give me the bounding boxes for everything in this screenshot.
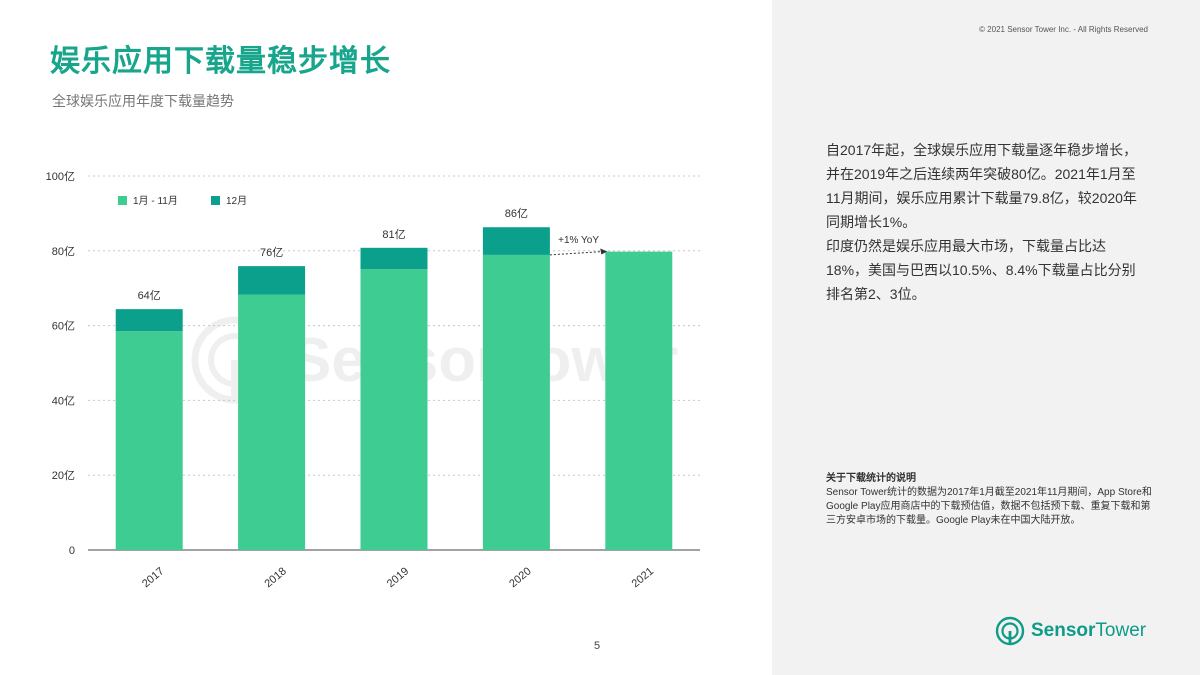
- bar-total-label: 76亿: [260, 246, 283, 259]
- x-tick-label: 2021: [630, 565, 656, 590]
- bar-jan-nov: [115, 331, 183, 550]
- x-tick-label: 2019: [385, 565, 411, 590]
- x-tick-label: 2017: [140, 565, 166, 590]
- yoy-arrow-line: [549, 251, 604, 256]
- bar-dec: [238, 266, 306, 295]
- note-title: 关于下载统计的说明: [826, 473, 916, 484]
- logo-text-regular: Tower: [1095, 620, 1147, 641]
- bar-dec: [360, 247, 428, 270]
- page-number: 5: [594, 640, 601, 652]
- bar-jan-nov: [238, 294, 306, 550]
- legend-label: 12月: [226, 195, 247, 207]
- yoy-annotation: +1% YoY: [558, 235, 599, 246]
- page-subtitle: 全球娱乐应用年度下载量趋势: [52, 93, 234, 109]
- x-tick-label: 2018: [262, 565, 288, 590]
- yoy-arrow-head: [600, 248, 608, 255]
- bar-total-label: 86亿: [505, 207, 528, 220]
- download-note: 关于下载统计的说明 Sensor Tower统计的数据为2017年1月截至202…: [826, 472, 1156, 528]
- stacked-bar-chart: 0 20亿 40亿 60亿 80亿 100亿 64亿 2017 76亿 2018 81亿 2019 86…: [46, 170, 700, 590]
- sensor-tower-logo-icon: [995, 616, 1025, 646]
- bar-total-label: 81亿: [382, 228, 405, 241]
- legend-label: 1月 - 11月: [133, 195, 178, 207]
- bar-jan-nov: [360, 269, 428, 550]
- logo-text: SensorTower: [1031, 620, 1146, 642]
- y-tick-label: 0: [69, 545, 75, 557]
- x-tick-label: 2020: [507, 565, 533, 590]
- sensor-tower-logo: SensorTower: [995, 614, 1146, 648]
- y-tick-label: 20亿: [52, 469, 75, 482]
- y-tick-label: 100亿: [46, 170, 75, 183]
- insight-text: 自2017年起，全球娱乐应用下载量逐年稳步增长，并在2019年之后连续两年突破8…: [826, 138, 1146, 306]
- insight-paragraph-2: 印度仍然是娱乐应用最大市场，下载量占比达18%，美国与巴西以10.5%、8.4%…: [826, 238, 1136, 302]
- bar-total-label: 64亿: [138, 289, 161, 302]
- page-title: 娱乐应用下载量稳步增长: [50, 45, 391, 78]
- y-tick-label: 40亿: [52, 394, 75, 407]
- y-tick-label: 80亿: [52, 245, 75, 258]
- legend-swatch: [211, 196, 220, 205]
- copyright-text: © 2021 Sensor Tower Inc. - All Rights Re…: [979, 25, 1148, 34]
- y-tick-label: 60亿: [52, 320, 75, 333]
- logo-text-bold: Sensor: [1031, 620, 1096, 641]
- right-panel: [772, 0, 1200, 675]
- note-body: Sensor Tower统计的数据为2017年1月截至2021年11月期间，Ap…: [826, 487, 1152, 526]
- bar-jan-nov: [605, 251, 673, 550]
- legend-swatch: [118, 196, 127, 205]
- bar-dec: [482, 227, 550, 255]
- insight-paragraph-1: 自2017年起，全球娱乐应用下载量逐年稳步增长，并在2019年之后连续两年突破8…: [826, 142, 1138, 230]
- bar-dec: [115, 309, 183, 332]
- bar-jan-nov: [482, 254, 550, 550]
